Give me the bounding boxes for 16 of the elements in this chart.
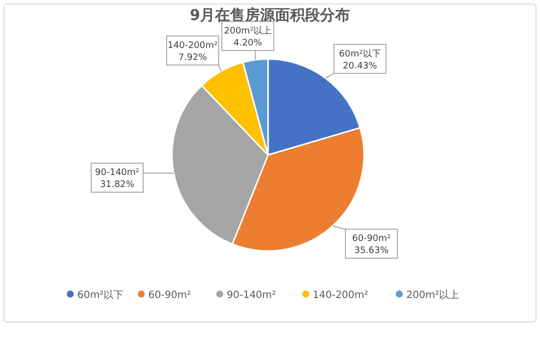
slice-label: 90-140m² — [95, 168, 140, 178]
slice-label: 140-200m² — [168, 40, 218, 51]
slice-label: 60m²以下 — [339, 48, 381, 60]
slice-label: 200m²以上 — [224, 26, 272, 37]
legend-label: 200m²以上 — [406, 289, 460, 301]
legend-label: 60-90m² — [148, 290, 192, 301]
data-label: 31.82% — [100, 180, 135, 190]
data-label: 35.63% — [354, 246, 390, 256]
data-label: 4.20% — [233, 38, 263, 49]
slice-label: 60-90m² — [352, 234, 392, 244]
legend-label: 140-200m² — [312, 290, 368, 301]
legend-label: 90-140m² — [226, 290, 276, 301]
chart-title: 9月在售房源面积段分布 — [190, 6, 350, 24]
data-label: 7.92% — [178, 52, 208, 63]
data-label: 20.43% — [342, 61, 378, 72]
legend-label: 60m²以下 — [77, 289, 124, 301]
